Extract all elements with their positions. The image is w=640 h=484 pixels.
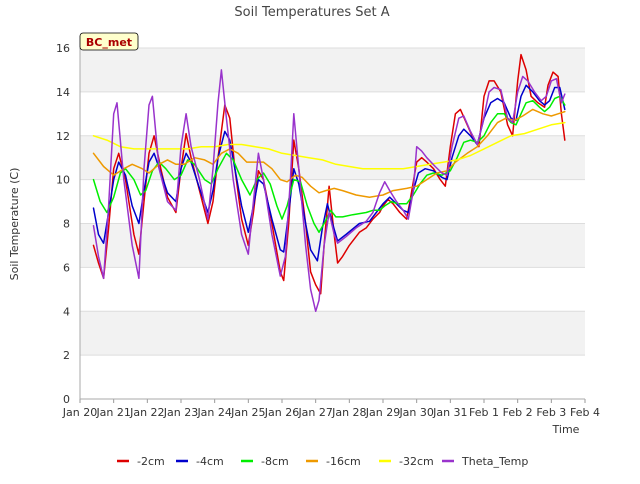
y-tick-label: 4 <box>63 305 70 318</box>
y-tick-label: 12 <box>56 130 70 143</box>
x-tick-label: Jan 20 <box>62 406 97 419</box>
y-tick-label: 0 <box>63 393 70 406</box>
series-line-8cm <box>92 95 566 234</box>
plot-band <box>80 311 585 356</box>
x-tick-label: Jan 28 <box>331 406 366 419</box>
chart-title: Soil Temperatures Set A <box>234 5 389 20</box>
x-tick-label: Jan 21 <box>95 406 130 419</box>
legend-item: -8cm <box>241 455 289 468</box>
y-axis-label: Soil Temperature (C) <box>8 168 21 281</box>
y-tick-label: 6 <box>63 261 70 274</box>
legend-label: -32cm <box>399 455 434 468</box>
series-lines <box>92 53 566 313</box>
plot-band <box>80 48 585 92</box>
legend-item: -16cm <box>306 455 361 468</box>
x-tick-label: Jan 25 <box>230 406 265 419</box>
legend-label: -16cm <box>326 455 361 468</box>
station-label-text: BC_met <box>86 36 132 49</box>
y-tick-label: 16 <box>56 42 70 55</box>
legend-label: Theta_Temp <box>461 455 528 468</box>
x-tick-label: Jan 24 <box>196 406 231 419</box>
y-tick-label: 14 <box>56 86 70 99</box>
series-line-32cm <box>92 121 566 170</box>
legend-label: -4cm <box>196 455 224 468</box>
x-tick-label: Jan 29 <box>365 406 400 419</box>
plot-band <box>80 135 585 180</box>
x-tick-label: Jan 22 <box>129 406 164 419</box>
x-tick-label: Feb 3 <box>536 406 566 419</box>
y-tick-label: 2 <box>63 349 70 362</box>
legend-item: -2cm <box>117 455 165 468</box>
x-tick-label: Jan 27 <box>297 406 332 419</box>
x-tick-label: Jan 30 <box>398 406 433 419</box>
legend-item: Theta_Temp <box>442 455 528 468</box>
station-label-background <box>79 32 139 51</box>
legend-item: -4cm <box>176 455 224 468</box>
series-line-4cm <box>92 84 566 262</box>
x-tick-label: Feb 1 <box>469 406 499 419</box>
x-tick-label: Jan 31 <box>432 406 467 419</box>
legend-label: -8cm <box>261 455 289 468</box>
legend-label: -2cm <box>137 455 165 468</box>
x-tick-label: Feb 4 <box>570 406 600 419</box>
x-tick-label: Jan 26 <box>264 406 299 419</box>
plot-band <box>80 223 585 268</box>
station-label-box: BC_met <box>79 32 139 51</box>
legend-item: -32cm <box>379 455 434 468</box>
series-line-16cm <box>92 108 566 198</box>
legend: -2cm -4cm -8cm -16cm -32cm Theta_Temp <box>117 455 528 468</box>
x-axis-label: Time <box>552 423 580 436</box>
y-tick-label: 10 <box>56 174 70 187</box>
y-tick-label: 8 <box>63 218 70 231</box>
x-tick-label: Feb 2 <box>503 406 533 419</box>
series-line-thetatemp <box>92 69 566 313</box>
x-tick-label: Jan 23 <box>163 406 198 419</box>
